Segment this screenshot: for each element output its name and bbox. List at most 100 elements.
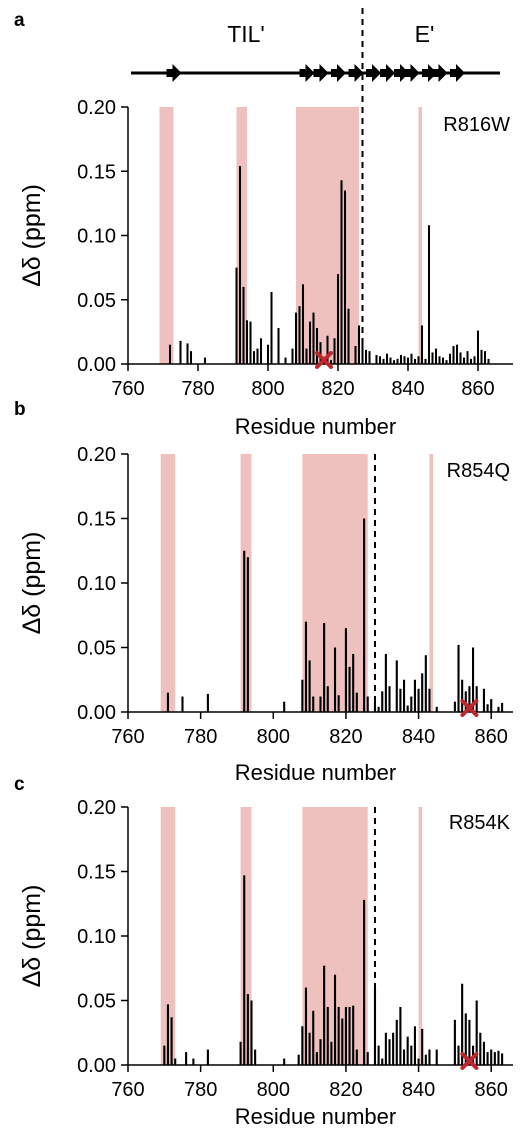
bar — [179, 340, 182, 364]
x-tick-label: 860 — [475, 1079, 508, 1101]
bar — [333, 338, 336, 364]
y-tick-label: 0.15 — [77, 862, 116, 884]
bar — [410, 353, 413, 364]
bar — [330, 1041, 333, 1065]
bar — [417, 1058, 420, 1065]
bar — [377, 706, 380, 712]
bar — [434, 348, 438, 364]
x-tick-label: 760 — [111, 726, 144, 748]
shaded-region — [160, 454, 176, 712]
x-tick-label: 780 — [184, 1079, 217, 1101]
bar — [421, 673, 424, 712]
bar — [406, 705, 409, 712]
shaded-region — [236, 107, 247, 364]
bar — [357, 325, 361, 364]
bars — [168, 166, 490, 364]
bar — [343, 190, 347, 364]
bar — [344, 1006, 347, 1065]
x-tick-label: 820 — [321, 378, 354, 400]
variant-label: R854Q — [447, 460, 510, 482]
bar — [174, 1058, 177, 1065]
bar — [329, 360, 333, 364]
x-tick-label: 780 — [184, 726, 217, 748]
bar — [206, 693, 209, 712]
x-axis-title: Residue number — [235, 1104, 396, 1129]
x-tick-label: 780 — [181, 378, 214, 400]
bar — [479, 1032, 482, 1065]
shaded-region — [418, 107, 422, 364]
bar — [259, 338, 263, 364]
bar — [283, 701, 286, 712]
x-tick-label: 840 — [402, 1079, 435, 1101]
bar — [235, 267, 238, 364]
y-tick-label: 0.20 — [77, 444, 116, 466]
panel-b: b 0.00 0.05 0.10 0.15 0.20 760 780 800 820 840 860… — [14, 399, 513, 785]
y-axis-title: Δδ (ppm) — [18, 184, 46, 287]
bar — [497, 1050, 500, 1065]
bar — [482, 1041, 485, 1065]
bar — [323, 965, 326, 1065]
bar — [294, 312, 298, 364]
bar — [417, 356, 420, 364]
bar — [441, 357, 445, 364]
bar — [181, 696, 184, 712]
bar — [243, 550, 246, 712]
bar — [382, 358, 385, 364]
mutation-site-marker — [460, 1052, 479, 1070]
x-axis-title: Residue number — [235, 760, 396, 785]
y-tick-label: 0.00 — [77, 1055, 116, 1077]
bar — [366, 1052, 369, 1065]
shaded-regions — [160, 807, 423, 1065]
variant-label: R816W — [443, 114, 510, 136]
x-axis-title: Residue number — [235, 414, 396, 439]
bar — [497, 706, 500, 712]
bar — [312, 696, 315, 712]
bar — [464, 1013, 467, 1065]
bar — [459, 352, 462, 364]
bar — [192, 1058, 195, 1065]
x-tick-label: 800 — [257, 1079, 290, 1101]
strand-arrow — [166, 64, 182, 82]
bar — [452, 346, 455, 364]
y-tick-label: 0.10 — [77, 926, 116, 948]
y-tick-label: 0.20 — [77, 797, 116, 819]
bar — [469, 358, 473, 364]
bar — [375, 355, 378, 364]
bar — [385, 353, 389, 364]
bar — [392, 1032, 395, 1065]
bar — [312, 1010, 315, 1065]
bar — [435, 706, 438, 712]
bar — [490, 1049, 493, 1065]
bar — [166, 692, 170, 712]
bar — [239, 1041, 242, 1065]
bar — [326, 686, 329, 712]
bar — [186, 343, 189, 364]
x-tick-label: 820 — [329, 1079, 362, 1101]
y-tick-label: 0.05 — [77, 638, 116, 660]
mutation-cross-stroke — [315, 351, 333, 369]
bar — [399, 688, 402, 712]
bar — [319, 342, 322, 364]
bar — [355, 692, 358, 712]
bar — [428, 688, 431, 712]
mutation-site-marker — [460, 699, 479, 717]
bar — [315, 328, 319, 364]
axes: 0.00 0.05 0.10 0.15 0.20 760 780 800 820 840 860 — [77, 797, 513, 1101]
bar — [406, 357, 410, 364]
shaded-region — [159, 107, 174, 364]
bar — [487, 358, 490, 364]
panel-a: a 0.00 0.05 0.10 0.15 0.20 760 780 800 820 840 860… — [14, 10, 513, 439]
axes: 0.00 0.05 0.10 0.15 0.20 760 780 800 820 840 860 — [77, 444, 513, 748]
bar — [373, 701, 377, 712]
strand-arrow — [394, 64, 409, 82]
bar — [473, 356, 476, 364]
bar — [476, 330, 480, 364]
strand-arrow — [313, 64, 329, 82]
panel-letter: b — [14, 399, 26, 420]
shaded-region — [296, 107, 359, 364]
y-tick-label: 0.20 — [77, 97, 116, 119]
panel-letter: a — [14, 10, 25, 31]
strand-arrows — [166, 64, 465, 82]
strand-arrow — [450, 64, 465, 82]
bar — [377, 1045, 380, 1065]
